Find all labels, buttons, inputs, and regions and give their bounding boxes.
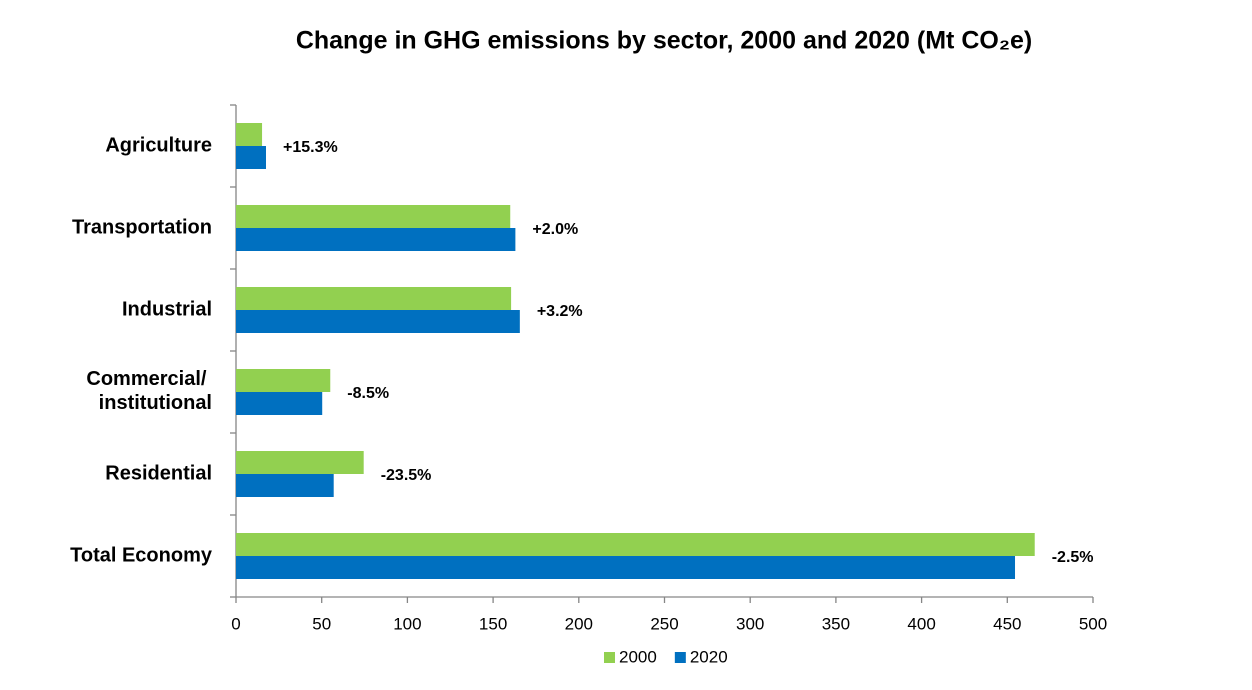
bar (236, 205, 511, 228)
x-tick-label: 150 (479, 614, 507, 633)
x-tick-label: 100 (393, 614, 421, 633)
x-tick-label: 350 (822, 614, 850, 633)
change-label: +2.0% (532, 221, 578, 238)
x-tick-label: 300 (736, 614, 764, 633)
bar (236, 123, 263, 146)
change-label: +3.2% (537, 303, 583, 320)
bar (236, 310, 520, 333)
bar (236, 369, 331, 392)
change-label: +15.3% (283, 139, 338, 156)
legend-swatch (674, 652, 686, 663)
x-tick-label: 250 (650, 614, 678, 633)
x-tick-label: 500 (1079, 614, 1107, 633)
bar (236, 146, 266, 169)
bar (236, 451, 364, 474)
bar (236, 474, 334, 497)
change-label: -23.5% (381, 467, 432, 484)
category-label: Total Economy (70, 544, 213, 566)
category-label: Industrial (122, 298, 212, 320)
bar (236, 228, 516, 251)
chart-title: Change in GHG emissions by sector, 2000 … (296, 27, 1032, 55)
x-tick-label: 50 (312, 614, 331, 633)
change-label: -2.5% (1052, 549, 1094, 566)
legend-label: 2000 (619, 647, 657, 666)
x-tick-label: 0 (231, 614, 240, 633)
change-label: -8.5% (347, 385, 389, 402)
bar (236, 392, 323, 415)
category-label: Residential (105, 462, 212, 484)
bar (236, 556, 1016, 579)
category-label: Agriculture (105, 134, 212, 156)
category-label: Transportation (72, 216, 212, 238)
bar (236, 533, 1035, 556)
bar (236, 287, 512, 310)
x-tick-label: 450 (993, 614, 1021, 633)
category-label: Commercial/ institutional (86, 368, 212, 414)
legend-label: 2020 (690, 647, 728, 666)
x-tick-label: 400 (907, 614, 935, 633)
legend-swatch (604, 652, 615, 663)
x-tick-label: 200 (565, 614, 593, 633)
